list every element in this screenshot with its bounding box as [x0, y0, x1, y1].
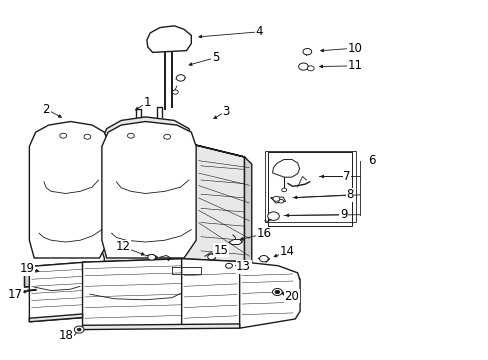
Circle shape [176, 75, 184, 81]
Text: 5: 5 [211, 51, 219, 64]
Circle shape [272, 196, 279, 201]
Text: 11: 11 [346, 59, 362, 72]
Text: 19: 19 [20, 262, 34, 275]
Text: 8: 8 [346, 188, 353, 201]
Polygon shape [102, 122, 196, 258]
Polygon shape [82, 324, 239, 329]
Polygon shape [24, 262, 300, 287]
Polygon shape [99, 117, 244, 267]
Polygon shape [82, 259, 183, 270]
Circle shape [207, 254, 215, 260]
Circle shape [274, 290, 279, 294]
Polygon shape [239, 261, 300, 328]
Polygon shape [146, 26, 191, 53]
Text: 12: 12 [115, 240, 130, 253]
Text: 15: 15 [213, 244, 228, 257]
Text: 17: 17 [7, 288, 22, 301]
Text: 3: 3 [222, 105, 229, 118]
Text: 16: 16 [256, 228, 271, 240]
Circle shape [259, 256, 267, 262]
Circle shape [163, 134, 170, 139]
Circle shape [272, 288, 282, 296]
Text: 4: 4 [255, 25, 262, 39]
Polygon shape [24, 268, 63, 287]
Circle shape [267, 212, 279, 220]
Circle shape [225, 263, 232, 268]
Circle shape [172, 90, 178, 94]
Circle shape [307, 66, 313, 71]
Text: 10: 10 [346, 42, 362, 55]
Circle shape [281, 188, 286, 192]
Polygon shape [228, 239, 242, 244]
Polygon shape [29, 262, 85, 322]
Polygon shape [29, 314, 82, 322]
Text: 2: 2 [42, 103, 50, 116]
Circle shape [303, 49, 311, 55]
Circle shape [74, 326, 84, 333]
Text: 14: 14 [279, 245, 294, 258]
Circle shape [84, 134, 91, 139]
Polygon shape [272, 159, 299, 177]
Text: 9: 9 [339, 208, 346, 221]
Polygon shape [82, 259, 183, 329]
Text: 6: 6 [367, 154, 374, 167]
Polygon shape [193, 145, 251, 272]
Circle shape [147, 255, 155, 260]
Polygon shape [181, 259, 239, 328]
Text: 13: 13 [236, 260, 250, 273]
Circle shape [278, 199, 283, 203]
Circle shape [127, 133, 134, 138]
Bar [267, 152, 351, 226]
Text: 20: 20 [284, 290, 299, 303]
Polygon shape [29, 122, 109, 258]
Circle shape [298, 63, 308, 70]
Polygon shape [181, 259, 239, 269]
Text: 1: 1 [144, 95, 151, 108]
Text: 7: 7 [343, 170, 350, 183]
Text: 18: 18 [58, 329, 73, 342]
Polygon shape [29, 262, 85, 274]
Circle shape [77, 328, 81, 331]
Text: 6: 6 [367, 154, 374, 167]
Bar [264, 151, 355, 222]
Circle shape [60, 133, 66, 138]
